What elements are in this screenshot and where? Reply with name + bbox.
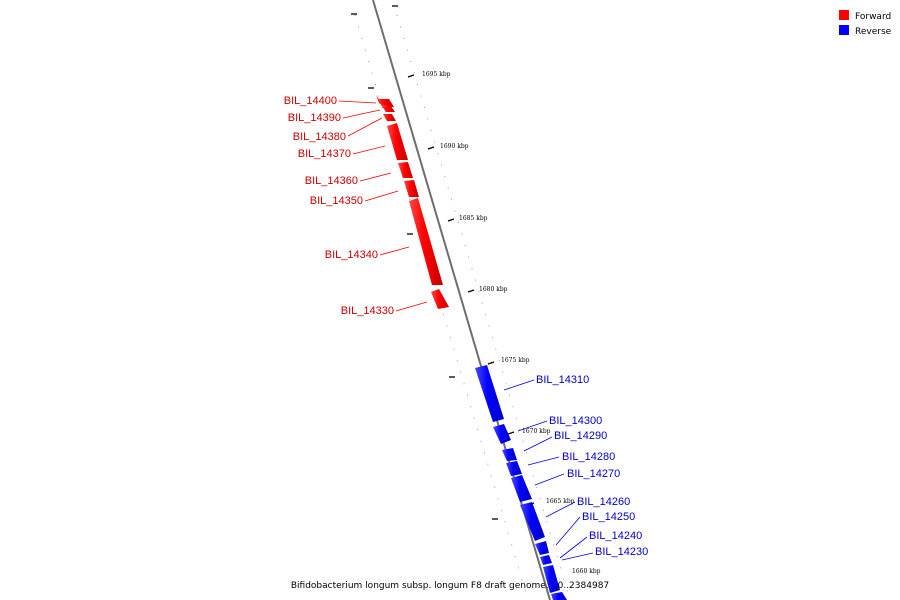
tick-label-1680: 1680 kbp (479, 286, 508, 293)
gene-label-BIL_14360[interactable]: BIL_14360 (305, 175, 358, 187)
legend: Forward Reverse (839, 10, 892, 37)
gene-label-BIL_14350[interactable]: BIL_14350 (310, 195, 363, 207)
tick-1670 (507, 431, 515, 435)
tick-1675 (487, 361, 495, 365)
leader-line (359, 172, 392, 182)
leader-line (523, 436, 553, 452)
scale-ticks: 1695 kbp 1690 kbp 1685 kbp 1680 kbp 1675… (407, 71, 601, 576)
gene-extra-arrow[interactable] (551, 592, 567, 600)
gene-label-BIL_14250[interactable]: BIL_14250 (582, 511, 635, 523)
outer-track-right (396, 14, 571, 600)
gene-BIL_14270-arrow[interactable] (511, 475, 532, 502)
gene-BIL_14240-arrow[interactable] (540, 555, 552, 565)
tick-label-1675: 1675 kbp (501, 357, 530, 364)
leader-line (395, 301, 428, 312)
gene-label-BIL_14240[interactable]: BIL_14240 (589, 530, 642, 542)
leader-line (559, 536, 588, 559)
gene-label-BIL_14280[interactable]: BIL_14280 (562, 451, 615, 463)
tick-label-1670: 1670 kbp (522, 428, 551, 435)
leader-line (352, 145, 386, 155)
reverse-labels: BIL_14310 BIL_14300 BIL_14290 BIL_14280 … (503, 374, 648, 561)
gene-label-BIL_14340[interactable]: BIL_14340 (325, 249, 378, 261)
gene-label-BIL_14380[interactable]: BIL_14380 (293, 131, 346, 143)
leader-line (527, 456, 560, 466)
tick-label-1660: 1660 kbp (572, 568, 601, 575)
forward-genes (376, 95, 449, 309)
gene-label-BIL_14230[interactable]: BIL_14230 (595, 546, 648, 558)
leader-line (338, 100, 377, 104)
gene-BIL_14390-arrow[interactable] (381, 105, 395, 112)
tick-label-1690: 1690 kbp (440, 143, 469, 150)
gene-BIL_14290-arrow[interactable] (502, 448, 517, 461)
tick-label-1685: 1685 kbp (459, 215, 488, 222)
legend-label-forward: Forward (855, 12, 891, 22)
gene-BIL_14400-arrow[interactable] (376, 95, 394, 107)
leader-line (347, 117, 383, 137)
leader-line (555, 516, 581, 546)
genome-caption: Bifidobacterium longum subsp. longum F8 … (291, 581, 609, 591)
legend-label-reverse: Reverse (855, 27, 892, 37)
gene-BIL_14250-arrow[interactable] (535, 541, 549, 555)
gene-label-BIL_14400[interactable]: BIL_14400 (284, 95, 337, 107)
gene-label-BIL_14310[interactable]: BIL_14310 (536, 374, 589, 386)
tick-label-1695: 1695 kbp (422, 71, 451, 78)
leader-line (534, 473, 565, 486)
gene-label-BIL_14390[interactable]: BIL_14390 (288, 112, 341, 124)
leader-line (561, 552, 594, 561)
leader-line (517, 420, 548, 432)
gene-label-BIL_14330[interactable]: BIL_14330 (341, 305, 394, 317)
gene-BIL_14380-arrow[interactable] (383, 114, 396, 121)
gene-BIL_14360-arrow[interactable] (398, 162, 413, 178)
tick-1680 (467, 289, 475, 293)
leader-line (503, 379, 535, 391)
tick-label-1665: 1665 kbp (546, 498, 575, 505)
tick-1695 (407, 74, 415, 78)
gene-BIL_14370-arrow[interactable] (387, 123, 408, 160)
gene-label-BIL_14370[interactable]: BIL_14370 (298, 148, 351, 160)
gene-BIL_14230-arrow[interactable] (543, 565, 560, 593)
forward-labels: BIL_14400 BIL_14390 BIL_14380 BIL_14370 … (284, 95, 428, 317)
leader-line (379, 246, 410, 256)
gene-BIL_14310-arrow[interactable] (475, 365, 504, 422)
gene-BIL_14350-arrow[interactable] (404, 180, 419, 197)
gene-label-BIL_14260[interactable]: BIL_14260 (577, 496, 630, 508)
gene-label-BIL_14300[interactable]: BIL_14300 (549, 415, 602, 427)
gene-BIL_14330-arrow[interactable] (431, 289, 449, 309)
tick-1685 (447, 218, 455, 222)
gene-BIL_14300-arrow[interactable] (493, 424, 511, 444)
legend-swatch-reverse (839, 25, 849, 35)
gene-label-BIL_14270[interactable]: BIL_14270 (567, 468, 620, 480)
leader-line (342, 109, 381, 119)
leader-line (545, 501, 576, 518)
gene-BIL_14280-arrow[interactable] (506, 461, 522, 476)
track-dashes (351, 5, 498, 520)
leader-line (364, 190, 399, 202)
legend-swatch-forward (839, 10, 849, 20)
gene-label-BIL_14290[interactable]: BIL_14290 (554, 430, 607, 442)
gene-BIL_14260-arrow[interactable] (520, 502, 545, 541)
reverse-genes (475, 365, 567, 600)
tick-1690 (427, 146, 435, 150)
gene-BIL_14340-arrow[interactable] (409, 198, 443, 285)
